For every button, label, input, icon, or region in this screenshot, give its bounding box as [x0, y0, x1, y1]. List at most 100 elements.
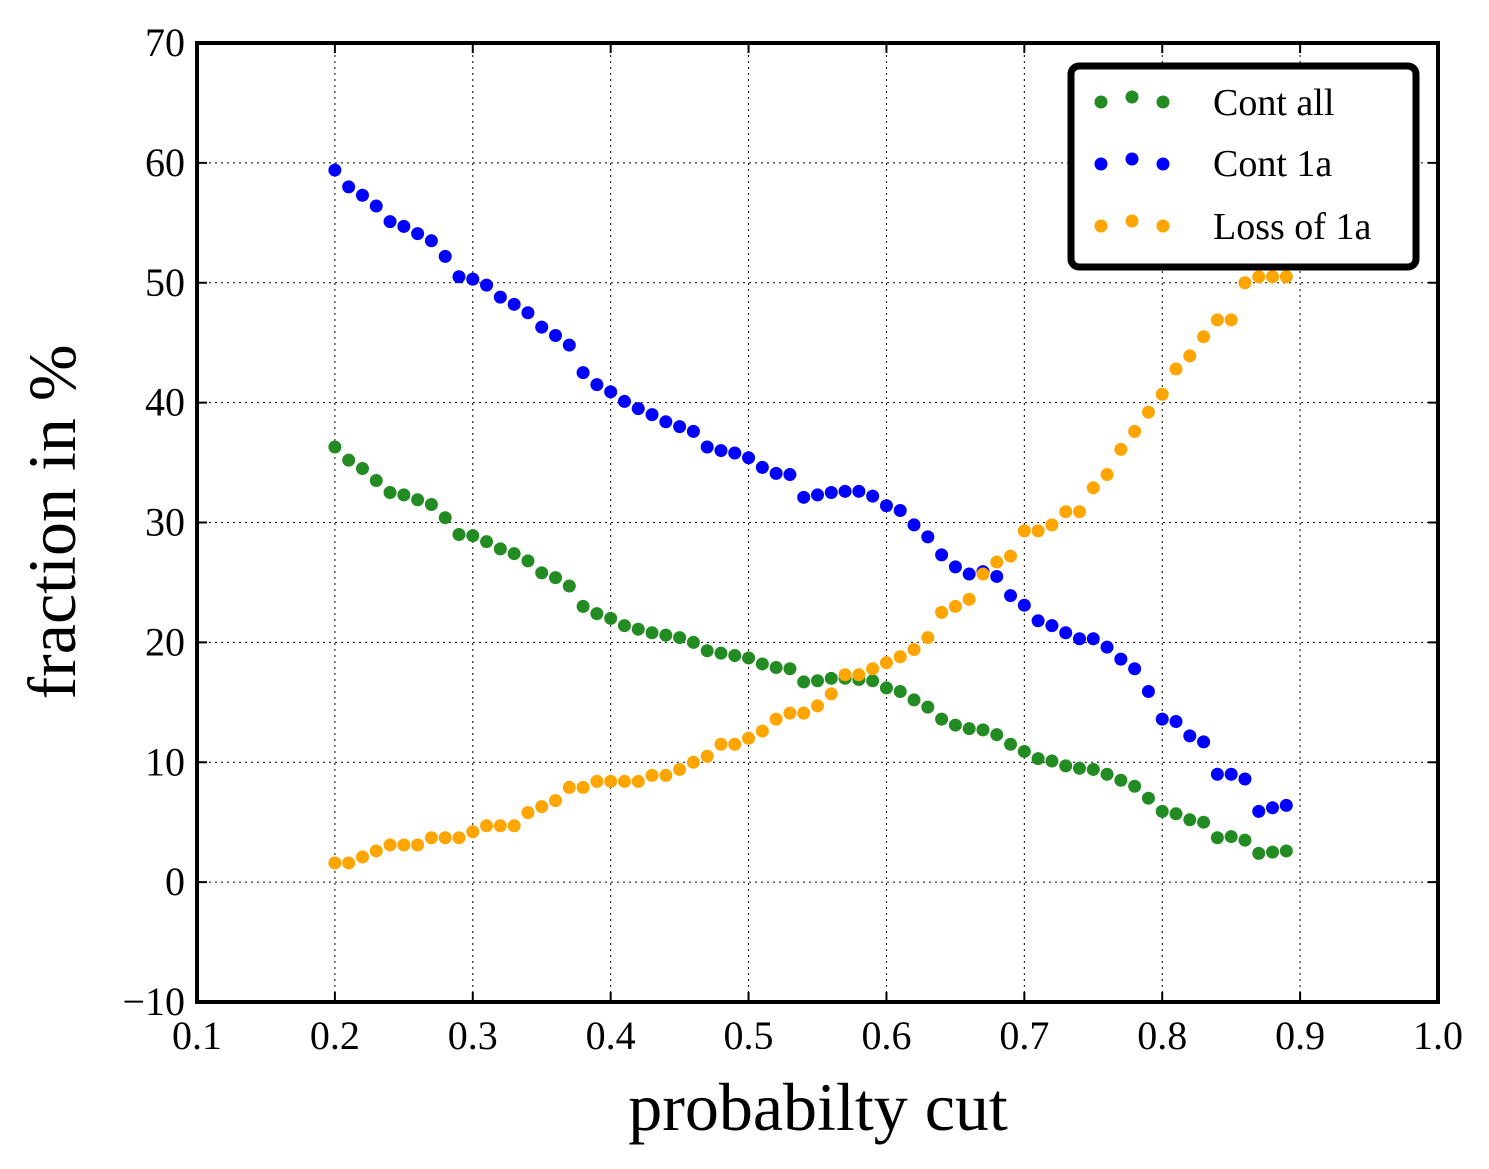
data-point-loss-of-1a: [1072, 505, 1086, 519]
data-point-cont-1a: [1072, 632, 1086, 646]
data-point-loss-of-1a: [879, 656, 893, 670]
data-point-cont-1a: [383, 215, 397, 229]
data-point-cont-1a: [562, 338, 576, 352]
data-point-cont-all: [452, 527, 466, 541]
y-tick-label: 40: [145, 380, 185, 425]
data-point-cont-1a: [1114, 652, 1128, 666]
data-point-cont-1a: [686, 424, 700, 438]
data-point-cont-1a: [1238, 772, 1252, 786]
data-point-cont-all: [1128, 779, 1142, 793]
data-point-cont-1a: [811, 488, 824, 502]
data-point-loss-of-1a: [1155, 387, 1169, 401]
data-point-loss-of-1a: [990, 555, 1004, 569]
data-series: [328, 163, 1293, 870]
data-point-cont-all: [617, 619, 631, 633]
data-point-loss-of-1a: [617, 774, 631, 788]
legend-marker-cont-1a: [1156, 157, 1170, 171]
data-point-loss-of-1a: [1252, 270, 1266, 284]
data-point-cont-all: [1279, 844, 1293, 858]
data-point-cont-all: [976, 723, 990, 737]
data-point-cont-all: [990, 728, 1004, 742]
data-point-loss-of-1a: [838, 668, 852, 682]
data-point-cont-all: [424, 498, 438, 512]
data-point-loss-of-1a: [714, 737, 728, 751]
y-tick-label: 60: [145, 140, 185, 185]
y-tick-label: 10: [145, 739, 185, 784]
y-tick-label: 70: [145, 20, 185, 65]
data-point-loss-of-1a: [673, 762, 687, 776]
data-point-loss-of-1a: [1238, 276, 1252, 290]
data-point-cont-1a: [452, 270, 466, 284]
data-point-loss-of-1a: [631, 774, 645, 788]
legend-entry-loss-of-1a: Loss of 1a: [1094, 206, 1371, 248]
data-point-cont-all: [1004, 737, 1018, 751]
data-point-loss-of-1a: [424, 831, 438, 845]
data-point-cont-1a: [783, 468, 797, 482]
data-point-cont-1a: [1197, 735, 1211, 749]
data-point-loss-of-1a: [1114, 442, 1128, 456]
data-point-cont-1a: [493, 290, 507, 304]
data-point-cont-all: [1224, 830, 1238, 844]
y-tick-label: 20: [145, 619, 185, 664]
data-point-cont-1a: [1266, 801, 1280, 815]
data-point-loss-of-1a: [976, 567, 990, 581]
legend-box: [1067, 62, 1420, 271]
data-point-loss-of-1a: [797, 706, 811, 720]
data-point-cont-1a: [990, 569, 1004, 583]
data-point-cont-all: [811, 674, 824, 688]
data-point-cont-all: [921, 700, 935, 714]
data-point-cont-1a: [1059, 626, 1073, 640]
data-point-loss-of-1a: [921, 631, 935, 645]
data-point-loss-of-1a: [893, 650, 907, 664]
x-tick-label: 1.0: [1413, 1013, 1463, 1058]
data-point-cont-all: [1059, 759, 1073, 773]
data-point-cont-1a: [1252, 804, 1266, 818]
legend: Cont all Cont 1a Loss of 1a: [1067, 62, 1420, 271]
data-point-cont-all: [1183, 813, 1197, 827]
data-point-cont-1a: [659, 415, 673, 429]
data-point-cont-all: [866, 674, 880, 688]
data-point-cont-1a: [1141, 685, 1155, 699]
data-point-cont-1a: [590, 378, 604, 392]
data-point-loss-of-1a: [962, 592, 976, 606]
data-point-cont-all: [1141, 791, 1155, 805]
data-point-loss-of-1a: [1017, 524, 1031, 538]
data-point-loss-of-1a: [659, 768, 673, 782]
data-point-cont-1a: [921, 530, 935, 544]
data-point-cont-1a: [1128, 662, 1142, 676]
y-tick-label: 50: [145, 260, 185, 305]
data-point-loss-of-1a: [645, 768, 659, 782]
data-point-cont-1a: [342, 180, 356, 194]
y-tick-label: −10: [122, 979, 185, 1024]
data-point-cont-1a: [466, 272, 480, 286]
data-point-cont-1a: [728, 446, 742, 460]
legend-marker-cont-1a: [1125, 152, 1139, 166]
data-point-cont-1a: [355, 188, 369, 202]
data-point-cont-1a: [507, 297, 521, 311]
data-point-cont-1a: [1210, 767, 1224, 781]
data-point-cont-all: [714, 646, 728, 660]
x-tick-labels: 0.1 0.2 0.3 0.4 0.5 0.6 0.7 0.8 0.9 1.0: [172, 1013, 1463, 1058]
data-point-cont-1a: [397, 219, 411, 233]
data-point-loss-of-1a: [1183, 349, 1197, 363]
data-point-cont-all: [797, 675, 811, 689]
x-tick-label: 0.9: [1275, 1013, 1325, 1058]
data-point-loss-of-1a: [1045, 518, 1059, 532]
data-point-loss-of-1a: [935, 605, 949, 619]
data-point-cont-all: [935, 712, 949, 726]
x-tick-label: 0.3: [448, 1013, 498, 1058]
data-point-cont-all: [411, 493, 425, 507]
legend-marker-cont-all: [1156, 95, 1170, 109]
data-point-loss-of-1a: [728, 737, 742, 751]
data-point-loss-of-1a: [783, 706, 797, 720]
data-point-cont-all: [728, 649, 742, 663]
data-point-cont-all: [397, 488, 411, 502]
data-point-cont-all: [824, 671, 838, 685]
x-tick-label: 0.8: [1137, 1013, 1187, 1058]
data-point-cont-1a: [948, 560, 962, 574]
data-point-loss-of-1a: [397, 838, 411, 852]
data-point-cont-all: [549, 571, 563, 585]
data-point-cont-all: [355, 462, 369, 476]
legend-label-loss-of-1a: Loss of 1a: [1213, 206, 1371, 248]
data-point-loss-of-1a: [1059, 505, 1073, 519]
